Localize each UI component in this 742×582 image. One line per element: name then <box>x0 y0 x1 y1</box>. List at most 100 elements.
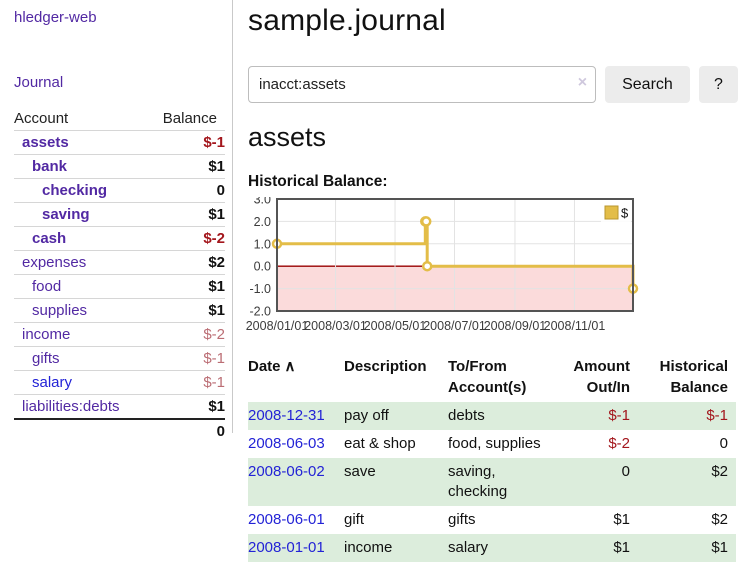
svg-text:2008/01/01: 2008/01/01 <box>246 319 309 333</box>
transaction-amount: $1 <box>613 511 630 528</box>
account-link[interactable]: gifts <box>32 350 60 367</box>
transaction-description: income <box>344 534 448 562</box>
account-row: gifts $-1 <box>14 346 225 371</box>
transaction-amount: $1 <box>558 534 638 562</box>
transaction-balance: $2 <box>638 458 736 506</box>
clear-search-icon[interactable]: × <box>577 74 588 91</box>
account-link[interactable]: expenses <box>22 254 87 271</box>
account-title: assets <box>248 122 327 152</box>
transaction-date: 2008-01-01 <box>248 534 344 562</box>
svg-text:-2.0: -2.0 <box>249 305 271 319</box>
account-row: salary $-1 <box>14 370 225 395</box>
sort-asc-icon: ∧ <box>284 358 296 375</box>
transaction-accounts: salary <box>448 534 558 562</box>
historical-balance-chart[interactable]: 2008/01/012008/03/012008/05/012008/07/01… <box>241 197 641 339</box>
transaction-amount: $-1 <box>558 402 638 430</box>
svg-text:2008/05/01: 2008/05/01 <box>364 319 427 333</box>
register-row: 2008-06-01 gift gifts $1 $2 <box>248 506 736 534</box>
account-link[interactable]: liabilities:debts <box>22 398 120 415</box>
transaction-accounts: food, supplies <box>448 435 541 452</box>
svg-text:-1.0: -1.0 <box>249 282 271 296</box>
account-total-row: 0 <box>14 418 225 443</box>
transaction-balance: $2 <box>711 511 728 528</box>
account-balance: $1 <box>146 298 225 323</box>
account-balance: $-1 <box>146 130 225 155</box>
account-link[interactable]: cash <box>32 230 67 247</box>
transaction-date: 2008-06-03 <box>248 430 344 458</box>
account-balance: $1 <box>146 394 225 419</box>
svg-text:2008/09/01: 2008/09/01 <box>484 319 547 333</box>
account-link[interactable]: income <box>22 326 71 343</box>
account-balance: $1 <box>146 154 225 179</box>
register-row: 2008-01-01 income salary $1 $1 <box>248 534 736 562</box>
main-content: sample.journal × Search ? assets Histori… <box>246 0 738 562</box>
help-button[interactable]: ? <box>698 66 738 103</box>
account-balance-table: Account Balance assets $-1 bank $1 checking 0… <box>14 107 225 443</box>
svg-text:2008/03/01: 2008/03/01 <box>304 319 367 333</box>
account-link[interactable]: checking <box>42 182 108 199</box>
account-link[interactable]: bank <box>32 158 68 175</box>
account-link[interactable]: assets <box>22 134 69 151</box>
register-header-description[interactable]: Description <box>344 358 427 375</box>
register-header-balance[interactable]: Historical Balance <box>659 358 728 396</box>
account-row: cash $-2 <box>14 226 225 251</box>
sidebar: hledger-web Journal Account Balance asse… <box>0 0 233 443</box>
account-table-body: assets $-1 bank $1 checking 0 saving $1 cash $-2 e… <box>14 130 225 419</box>
transaction-amount: 0 <box>558 458 638 506</box>
account-balance: $-1 <box>146 370 225 395</box>
register-row: 2008-12-31 pay off debts $-1 $-1 <box>248 402 736 430</box>
register-header-date[interactable]: Date ∧ <box>248 358 296 375</box>
register-row: 2008-06-03 eat & shop food, supplies $-2 0 <box>248 430 736 458</box>
transaction-date: 2008-06-01 <box>248 506 344 534</box>
transaction-date-link[interactable]: 2008-12-31 <box>248 407 325 424</box>
svg-text:2.0: 2.0 <box>254 215 271 229</box>
account-balance: 0 <box>146 178 225 203</box>
register-header-amount[interactable]: Amount Out/In <box>573 358 630 396</box>
account-link[interactable]: saving <box>42 206 90 223</box>
svg-text:0.0: 0.0 <box>254 260 271 274</box>
transaction-accounts: saving, checking <box>448 458 558 506</box>
account-row: assets $-1 <box>14 130 225 155</box>
register-table-body: 2008-12-31 pay off debts $-1 $-1 2008-06-03 ea… <box>248 402 736 562</box>
account-link[interactable]: food <box>32 278 62 295</box>
search-button[interactable]: Search <box>605 66 690 103</box>
account-row: bank $1 <box>14 154 225 179</box>
register-table: Date ∧ Description To/From Account(s) Amo… <box>248 352 736 562</box>
chart-container: 2008/01/01 2008/03/01 2008/05/01 2008/07/01… <box>241 197 738 339</box>
transaction-accounts: debts <box>448 402 558 430</box>
transaction-description: save <box>344 458 448 506</box>
account-balance: $-1 <box>146 346 225 371</box>
transaction-date-link[interactable]: 2008-06-01 <box>248 511 325 528</box>
account-link[interactable]: salary <box>32 374 73 391</box>
transaction-description: eat & shop <box>344 435 416 452</box>
svg-text:2008/07/01: 2008/07/01 <box>423 319 486 333</box>
transaction-balance: $1 <box>638 534 736 562</box>
account-row: saving $1 <box>14 202 225 227</box>
search-input[interactable] <box>248 66 597 103</box>
app-brand-link[interactable]: hledger-web <box>14 9 97 26</box>
transaction-date-link[interactable]: 2008-01-01 <box>248 539 325 556</box>
account-balance: $-2 <box>146 226 225 251</box>
register-header-accounts[interactable]: To/From Account(s) <box>448 358 527 396</box>
transaction-date-link[interactable]: 2008-06-02 <box>248 463 325 480</box>
transaction-date-link[interactable]: 2008-06-03 <box>248 435 325 452</box>
account-total-value: 0 <box>146 418 225 443</box>
register-row: 2008-06-02 save saving, checking 0 $2 <box>248 458 736 506</box>
account-balance: $1 <box>146 202 225 227</box>
account-column-header: Account <box>14 110 69 127</box>
transaction-description: pay off <box>344 402 448 430</box>
transaction-balance: $-1 <box>638 402 736 430</box>
account-row: expenses $2 <box>14 250 225 275</box>
account-row: checking 0 <box>14 178 225 203</box>
transaction-date: 2008-12-31 <box>248 402 344 430</box>
account-row: income $-2 <box>14 322 225 347</box>
account-balance: $2 <box>146 250 225 275</box>
svg-text:2008/11/01: 2008/11/01 <box>544 319 606 333</box>
account-row: food $1 <box>14 274 225 299</box>
transaction-description: gift <box>344 511 365 528</box>
sidebar-item-journal[interactable]: Journal <box>14 74 64 91</box>
account-link[interactable]: supplies <box>32 302 88 319</box>
transaction-balance: 0 <box>719 435 728 452</box>
search-form: × Search ? <box>248 66 738 103</box>
balance-column-header: Balance <box>162 110 217 127</box>
